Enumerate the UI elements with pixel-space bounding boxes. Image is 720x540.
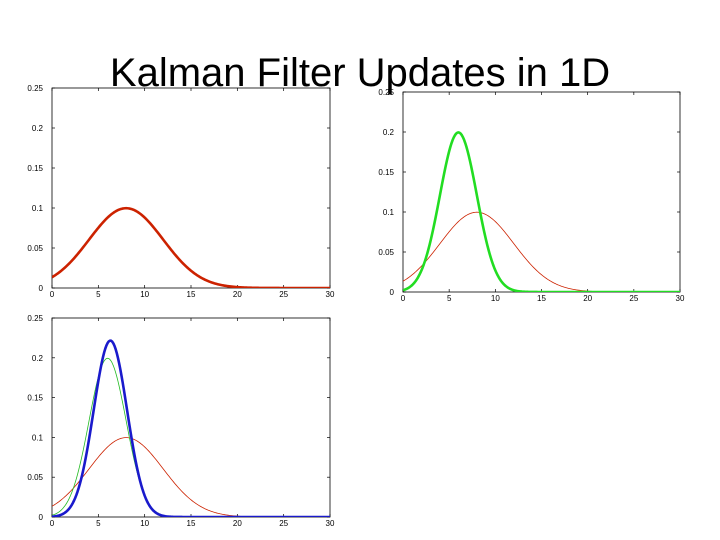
y-tick-label: 0.15	[378, 168, 394, 177]
x-tick-label: 10	[140, 290, 149, 299]
x-tick-label: 30	[326, 290, 335, 299]
y-tick-label: 0.1	[383, 208, 395, 217]
y-tick-label: 0.15	[27, 164, 43, 173]
plot-frame	[51, 87, 331, 289]
y-tick-label: 0.2	[383, 128, 395, 137]
y-tick-label: 0.2	[32, 354, 44, 363]
chart-top-left: 0 5 10 15 20 25 30 0 0.05 0.1 0.15 0.2 0.25	[27, 84, 335, 299]
y-tick-label: 0.05	[27, 244, 43, 253]
x-tick-label: 5	[96, 519, 101, 528]
x-tick-label: 20	[233, 290, 242, 299]
x-tick-label: 10	[140, 519, 149, 528]
x-tick-label: 25	[279, 519, 288, 528]
series-line-0	[52, 437, 330, 517]
x-tick-label: 30	[676, 294, 685, 303]
x-tick-label: 30	[326, 519, 335, 528]
y-tick-label: 0.1	[32, 433, 44, 442]
y-tick-label: 0.2	[32, 124, 44, 133]
x-tick-label: 0	[50, 519, 55, 528]
x-tick-label: 20	[233, 519, 242, 528]
series-line-1	[403, 131, 680, 292]
series-line-1	[52, 357, 330, 517]
x-tick-label: 0	[401, 294, 406, 303]
y-tick-label: 0	[39, 513, 44, 522]
y-tick-label: 0	[39, 284, 44, 293]
x-tick-label: 15	[187, 519, 196, 528]
x-tick-label: 25	[629, 294, 638, 303]
x-tick-label: 15	[537, 294, 546, 303]
plot-frame	[402, 91, 681, 293]
y-tick-label: 0.25	[27, 314, 43, 323]
x-tick-label: 20	[583, 294, 592, 303]
chart-bottom-left: 0 5 10 15 20 25 30 0 0.05 0.1 0.15 0.2 0.25	[27, 314, 335, 528]
x-tick-label: 0	[50, 290, 55, 299]
y-tick-label: 0.05	[378, 248, 394, 257]
y-tick-label: 0	[390, 288, 395, 297]
x-tick-label: 25	[279, 290, 288, 299]
x-tick-label: 5	[96, 290, 101, 299]
y-tick-label: 0.15	[27, 394, 43, 403]
series-line-2	[52, 339, 330, 517]
y-tick-label: 0.25	[378, 88, 394, 97]
x-tick-label: 15	[187, 290, 196, 299]
x-tick-label: 5	[447, 294, 452, 303]
series-line-0	[52, 206, 330, 288]
series-line-0	[403, 211, 680, 292]
y-tick-label: 0.05	[27, 473, 43, 482]
y-tick-label: 0.25	[27, 84, 43, 93]
chart-top-right: 0 5 10 15 20 25 30 0 0.05 0.1 0.15 0.2 0.25	[378, 88, 685, 303]
x-tick-label: 10	[491, 294, 500, 303]
y-tick-label: 0.1	[32, 204, 44, 213]
